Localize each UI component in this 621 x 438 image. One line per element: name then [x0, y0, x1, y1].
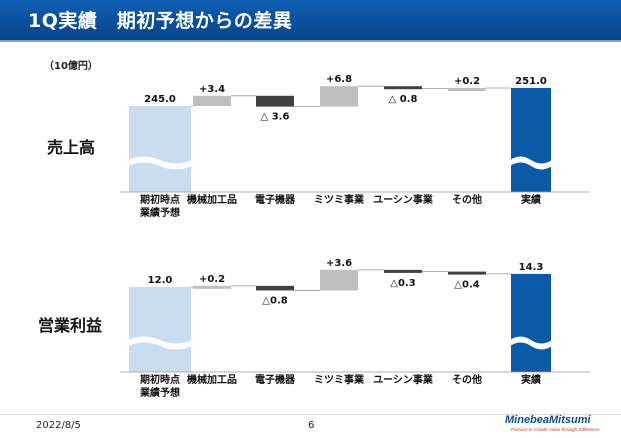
category-label: 期初時点	[140, 373, 180, 386]
category-label: ユーシン事業	[373, 193, 434, 206]
data-label: △ 0.8	[389, 94, 418, 105]
data-label: 251.0	[515, 76, 547, 87]
category-label: 業績予想	[139, 386, 180, 399]
bar-op-5	[448, 271, 486, 275]
data-label: +0.2	[199, 274, 225, 285]
bar-op-1	[193, 285, 231, 289]
category-label: 業績予想	[139, 206, 180, 219]
data-label: △0.3	[390, 278, 415, 289]
page-number: 6	[308, 420, 315, 431]
category-label: 機械加工品	[187, 193, 237, 206]
category-label: ミツミ事業	[314, 373, 365, 386]
bar-sales-2	[256, 95, 294, 107]
data-label: +3.4	[199, 84, 225, 95]
bar-sales-0	[129, 106, 191, 192]
title-bar: 1Q実績 期初予想からの差異	[0, 0, 621, 40]
company-logo: MinebeaMitsumi Passion to Create Value t…	[505, 414, 617, 436]
data-label: 14.3	[519, 262, 544, 273]
data-label: 12.0	[148, 275, 173, 286]
logo-wordmark: MinebeaMitsumi	[505, 414, 591, 426]
category-label: 実績	[521, 193, 541, 206]
data-label: △ 3.6	[261, 112, 290, 123]
unit-label: （10億円）	[44, 61, 98, 72]
bar-sales-1	[193, 95, 231, 106]
axis-break-wave	[128, 336, 192, 350]
category-label: 実績	[521, 373, 541, 386]
bar-op-6	[511, 273, 551, 372]
bar-op-3	[320, 269, 358, 291]
data-label: 245.0	[144, 94, 176, 105]
axis-break-wave	[510, 156, 552, 170]
axis-break-wave	[510, 336, 552, 350]
bar-sales-3	[320, 86, 358, 107]
data-label: △0.8	[262, 295, 287, 306]
bar-op-4	[384, 269, 422, 273]
title-accent-line	[0, 40, 621, 42]
data-label: △0.4	[454, 280, 479, 291]
data-label: +0.2	[454, 76, 480, 87]
category-label: その他	[452, 373, 482, 386]
data-label: +3.6	[326, 258, 352, 269]
category-label: 機械加工品	[187, 373, 237, 386]
axis-break-wave	[128, 156, 192, 170]
page-title: 1Q実績 期初予想からの差異	[28, 10, 293, 32]
category-label: 電子機器	[255, 373, 296, 386]
logo-tagline: Passion to Create Value through Differen…	[511, 427, 600, 432]
bar-sales-5	[448, 88, 486, 91]
category-label: その他	[452, 193, 482, 206]
footer-divider	[0, 414, 621, 415]
data-label: +6.8	[326, 74, 352, 85]
bar-op-0	[129, 287, 191, 372]
category-label: ミツミ事業	[314, 193, 365, 206]
bar-sales-6	[511, 88, 551, 192]
category-label: 電子機器	[255, 193, 296, 206]
category-label: ユーシン事業	[373, 373, 434, 386]
category-label: 期初時点	[140, 193, 180, 206]
footer-date: 2022/8/5	[36, 420, 81, 431]
bar-sales-4	[384, 86, 422, 90]
chart-title-operating-income: 営業利益	[38, 316, 103, 335]
chart-title-sales: 売上高	[47, 138, 96, 157]
bar-op-2	[256, 285, 294, 291]
